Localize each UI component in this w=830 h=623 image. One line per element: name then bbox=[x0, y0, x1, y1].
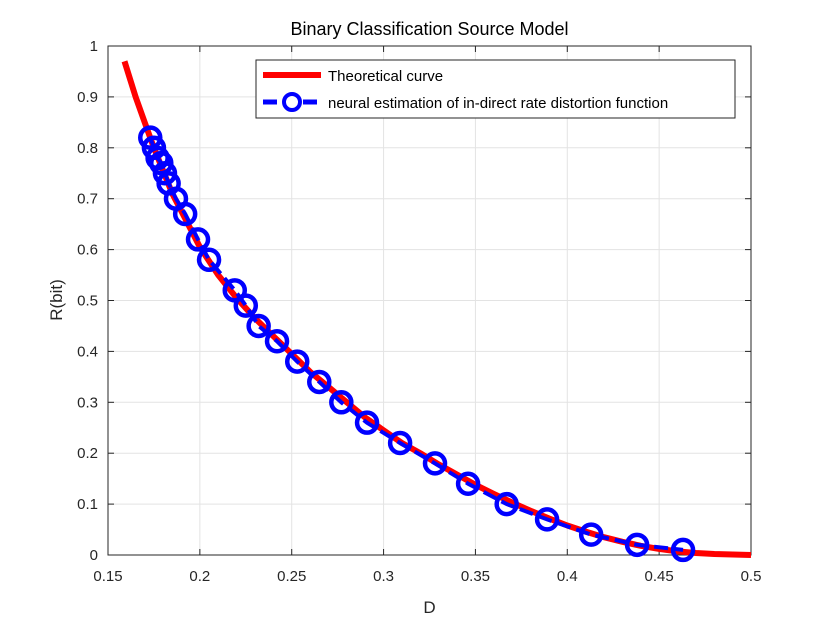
legend-marker-neural bbox=[282, 92, 302, 112]
series-neural-point bbox=[534, 507, 560, 532]
y-tick-label: 0.5 bbox=[77, 293, 98, 310]
x-tick-label: 0.5 bbox=[741, 568, 762, 585]
series-neural-point bbox=[329, 390, 354, 415]
x-tick-label: 0.35 bbox=[461, 568, 490, 585]
ticks: 0.15 0.2 0.25 0.3 0.35 0.4 0.45 0.5 0 0.1 0.2 0.3 0.… bbox=[77, 38, 761, 585]
series-neural-point bbox=[246, 313, 271, 339]
series-neural-point bbox=[455, 471, 481, 496]
series-neural-point bbox=[422, 451, 448, 476]
x-tick-label: 0.3 bbox=[373, 568, 394, 585]
y-tick-label: 1 bbox=[90, 38, 98, 55]
y-tick-label: 0.6 bbox=[77, 242, 98, 259]
series-neural-point bbox=[494, 491, 519, 517]
legend: Theoretical curve neural estimation of i… bbox=[255, 59, 736, 119]
series-neural-point bbox=[307, 369, 332, 395]
x-tick-label: 0.4 bbox=[557, 568, 578, 585]
series-neural-point bbox=[233, 293, 259, 318]
y-tick-label: 0.3 bbox=[77, 394, 98, 411]
series-neural-point bbox=[172, 201, 198, 227]
x-tick-label: 0.2 bbox=[189, 568, 210, 585]
x-tick-label: 0.25 bbox=[277, 568, 306, 585]
x-tick-label: 0.15 bbox=[93, 568, 122, 585]
y-axis-label: R(bit) bbox=[47, 279, 66, 321]
legend-box bbox=[255, 59, 736, 119]
legend-label-neural: neural estimation of in-direct rate dist… bbox=[328, 95, 668, 112]
y-tick-label: 0.9 bbox=[77, 89, 98, 106]
series-neural-point bbox=[196, 247, 222, 273]
legend-label-theoretical: Theoretical curve bbox=[328, 68, 443, 85]
y-tick-label: 0.1 bbox=[77, 496, 98, 513]
series-neural-point bbox=[354, 410, 380, 435]
y-tick-label: 0.2 bbox=[77, 445, 98, 462]
series-neural-point bbox=[624, 532, 650, 558]
series-neural-point bbox=[264, 328, 290, 354]
y-tick-label: 0.8 bbox=[77, 140, 98, 157]
chart-title: Binary Classification Source Model bbox=[290, 19, 568, 39]
series-neural-point bbox=[284, 349, 310, 374]
series-neural-point bbox=[670, 537, 696, 563]
series-neural-point bbox=[578, 522, 604, 547]
y-tick-label: 0.4 bbox=[77, 343, 98, 360]
y-tick-label: 0.7 bbox=[77, 191, 98, 208]
x-axis-label: D bbox=[423, 598, 435, 617]
x-tick-label: 0.45 bbox=[645, 568, 674, 585]
series-layer bbox=[121, 60, 752, 563]
series-neural-point bbox=[387, 430, 413, 456]
y-tick-label: 0 bbox=[90, 547, 98, 564]
series-neural-point bbox=[185, 227, 211, 252]
